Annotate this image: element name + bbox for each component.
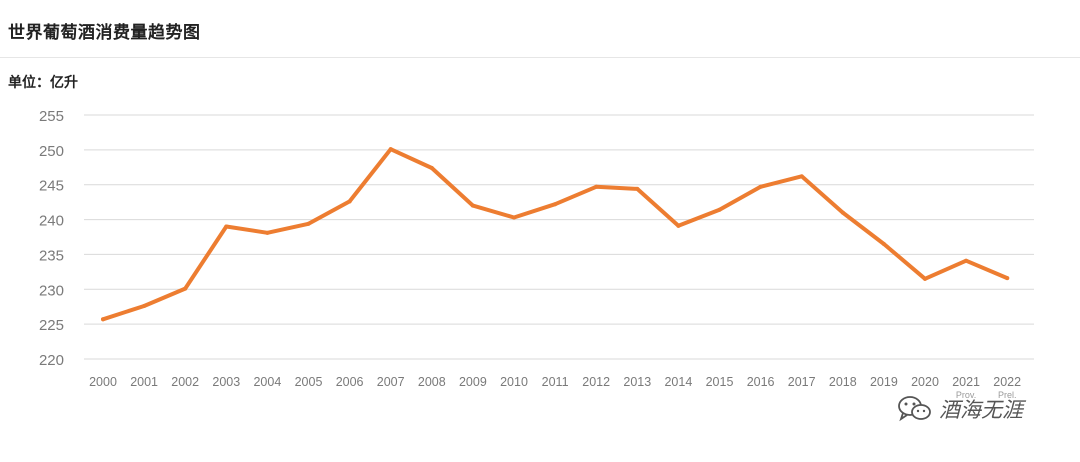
y-tick-label: 245 <box>39 178 64 195</box>
data-point <box>101 317 105 322</box>
x-tick-label: 2000 <box>89 375 117 389</box>
data-point <box>840 210 845 215</box>
data-point <box>347 199 352 204</box>
data-point <box>594 184 599 189</box>
wechat-icon <box>898 396 931 422</box>
data-point <box>429 165 434 170</box>
x-tick-label: 2016 <box>747 375 775 389</box>
x-tick-label: 2013 <box>623 375 651 389</box>
data-point <box>553 202 558 207</box>
watermark: 酒海无涯 <box>897 394 1023 424</box>
y-tick-label: 230 <box>39 282 64 299</box>
y-tick-label: 235 <box>39 247 64 264</box>
x-tick-label: 2012 <box>582 375 610 389</box>
data-point <box>265 230 270 235</box>
data-point <box>799 174 804 179</box>
x-tick-note: Prov. <box>956 390 976 400</box>
data-point <box>306 221 311 226</box>
series-line <box>101 147 1010 322</box>
x-tick-label: 2022 <box>993 375 1021 389</box>
x-tick-label: 2019 <box>870 375 898 389</box>
x-tick-label: 2006 <box>336 375 364 389</box>
x-tick-label: 2018 <box>829 375 857 389</box>
y-tick-label: 255 <box>39 108 64 125</box>
data-point <box>142 304 147 309</box>
data-point <box>224 224 229 229</box>
x-tick-label: 2021 <box>952 375 980 389</box>
x-tick-label: 2005 <box>295 375 323 389</box>
data-point <box>964 258 969 263</box>
title-divider <box>0 57 1080 58</box>
x-tick-label: 2017 <box>788 375 816 389</box>
x-tick-label: 2001 <box>130 375 158 389</box>
x-tick-label: 2007 <box>377 375 405 389</box>
x-tick-label: 2011 <box>542 375 569 389</box>
watermark-text: 酒海无涯 <box>939 398 1023 422</box>
y-tick-label: 225 <box>39 317 64 334</box>
x-tick-label: 2003 <box>212 375 240 389</box>
x-tick-label: 2004 <box>253 375 281 389</box>
y-tick-label: 250 <box>39 143 64 160</box>
data-point <box>676 223 681 228</box>
data-point <box>1005 276 1010 281</box>
data-point <box>635 186 640 191</box>
unit-label: 单位：亿升 <box>8 75 78 91</box>
y-tick-label: 220 <box>39 352 64 369</box>
data-point <box>758 184 763 189</box>
x-tick-label: 2014 <box>664 375 692 389</box>
chart-title: 世界葡萄酒消费量趋势图 <box>8 23 201 43</box>
data-point <box>388 147 393 152</box>
data-point <box>923 276 927 281</box>
data-point <box>717 207 722 212</box>
x-tick-note: Prel. <box>998 390 1017 400</box>
x-tick-label: 2008 <box>418 375 446 389</box>
y-tick-label: 240 <box>39 213 64 230</box>
x-tick-label: 2002 <box>171 375 199 389</box>
data-point <box>881 241 886 246</box>
data-point <box>512 215 516 220</box>
x-tick-label: 2020 <box>911 375 939 389</box>
x-tick-label: 2015 <box>706 375 734 389</box>
x-tick-label: 2010 <box>500 375 528 389</box>
data-point <box>183 286 188 291</box>
data-point <box>470 203 475 208</box>
x-tick-label: 2009 <box>459 375 487 389</box>
